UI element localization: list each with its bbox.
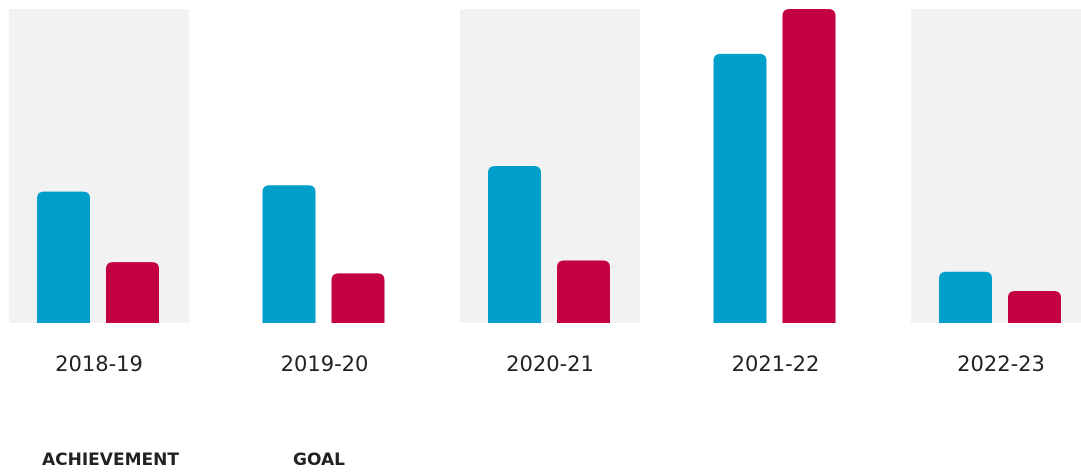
- bar-goal-2018-19: [106, 262, 159, 323]
- bar-achievement-2019-20: [262, 185, 316, 323]
- category-label: 2022-23: [957, 352, 1045, 376]
- bar-achievement-2020-21: [488, 166, 541, 323]
- category-band: [9, 9, 189, 323]
- bar-goal-2022-23: [1008, 290, 1061, 323]
- category-labels: 2018-19 2019-20 2020-21 2021-22 2022-23: [55, 352, 1045, 376]
- category-bands: [9, 9, 1081, 323]
- bar-achievement-2022-23: [939, 271, 992, 323]
- legend-label-goal: GOAL: [293, 450, 345, 470]
- bar-goal-2021-22: [782, 9, 836, 323]
- category-label: 2020-21: [506, 352, 594, 376]
- bar-goal-2019-20: [331, 273, 385, 323]
- bar-achievement-2018-19: [37, 191, 90, 323]
- category-band: [911, 9, 1081, 323]
- category-label: 2019-20: [281, 352, 369, 376]
- legend: ACHIEVEMENT GOAL: [42, 450, 345, 470]
- bars: [37, 9, 1061, 323]
- bar-achievement-2021-22: [713, 53, 767, 323]
- legend-label-achievement: ACHIEVEMENT: [42, 450, 179, 470]
- category-label: 2018-19: [55, 352, 143, 376]
- category-label: 2021-22: [732, 352, 820, 376]
- category-band: [460, 9, 640, 323]
- bar-goal-2020-21: [557, 260, 610, 323]
